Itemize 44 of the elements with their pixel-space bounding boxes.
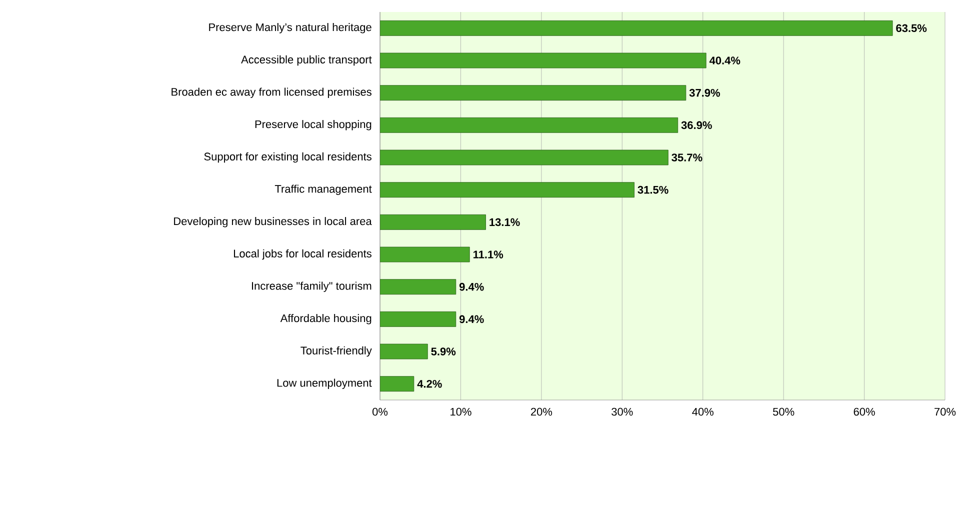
bar <box>380 311 456 327</box>
x-tick-label: 0% <box>372 408 388 416</box>
x-tick-label: 30% <box>612 408 633 416</box>
bar <box>380 182 634 198</box>
y-tick-label: Affordable housing <box>280 314 372 324</box>
bar <box>380 246 470 262</box>
data-label: 11.1% <box>473 250 504 258</box>
x-tick-label: 70% <box>934 408 956 416</box>
bar <box>380 214 486 230</box>
bar <box>380 344 428 360</box>
data-label: 9.4% <box>459 282 484 291</box>
bar <box>380 279 456 295</box>
data-label: 40.4% <box>709 56 740 64</box>
y-tick-label: Broaden ec away from licensed premises <box>172 88 372 98</box>
data-label: 9.4% <box>459 315 484 324</box>
y-tick-label: Support for existing local residents <box>204 152 372 163</box>
x-tick-label: 10% <box>450 408 472 416</box>
bar <box>380 20 893 36</box>
bar <box>380 376 414 392</box>
bar <box>380 52 706 68</box>
data-label: 35.7% <box>672 154 702 162</box>
y-tick-label: Accessible public transport <box>241 55 372 66</box>
x-tick-label: 60% <box>854 408 875 416</box>
data-label: 5.9% <box>431 348 456 356</box>
bar <box>380 85 686 101</box>
y-tick-label: Preserve local shopping <box>255 120 372 130</box>
y-tick-label: Local jobs for local residents <box>234 249 372 260</box>
data-label: 31.5% <box>638 186 668 194</box>
y-tick-label: Low unemployment <box>277 378 372 389</box>
data-label: 36.9% <box>681 121 712 130</box>
y-tick-label: Developing new businesses in local area <box>174 217 372 228</box>
x-tick-label: 50% <box>773 408 794 416</box>
data-label: 4.2% <box>417 380 442 388</box>
data-label: 63.5% <box>896 24 927 32</box>
y-tick-label: Traffic management <box>274 184 372 195</box>
y-tick-label: Tourist-friendly <box>300 346 372 357</box>
bar <box>380 150 668 166</box>
y-tick-label: Preserve Manly’s natural heritage <box>209 23 372 34</box>
x-tick-label: 40% <box>692 408 714 416</box>
data-label: 13.1% <box>490 218 520 226</box>
x-tick-label: 20% <box>530 408 552 416</box>
bar <box>380 117 678 133</box>
data-label: 37.9% <box>689 88 720 97</box>
y-tick-label: Increase "family" tourism <box>252 282 372 292</box>
